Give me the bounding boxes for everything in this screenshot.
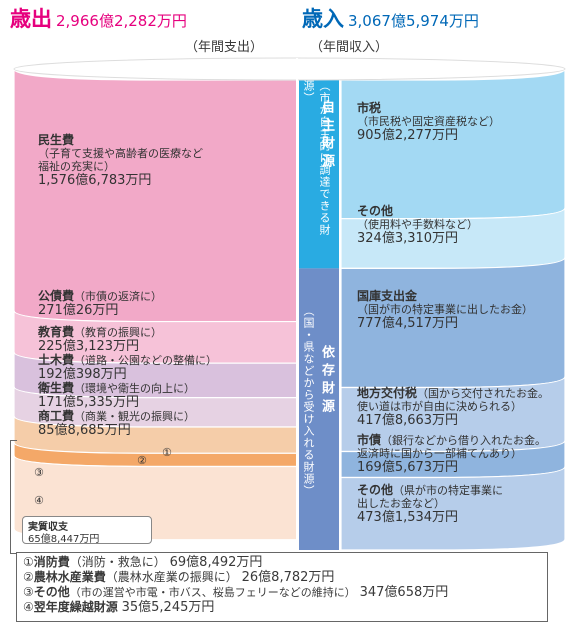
legend-box: ①消防費（消防・救急に） 69億8,492万円 ②農林水産業費（農林水産業の振興… [16, 552, 548, 622]
legend-bracket [10, 440, 17, 554]
exp-desc: （市債の返済に） [74, 290, 163, 303]
rev-name: その他 [357, 204, 394, 218]
marker-3: ③ [34, 466, 44, 479]
dependent-source-desc: （国・県などから受け入れる財源） [302, 305, 315, 497]
revenue-title: 歳入 [302, 7, 344, 31]
legend-item: ②農林水産業費（農林水産業の振興に） 26億8,782万円 [23, 570, 541, 585]
legend-num: ① [23, 555, 34, 569]
revenue-bar-5 [340, 466, 566, 551]
expenditure-total: 2,966億2,282万円 [56, 12, 187, 30]
rev-label-tax: 市税 （市民税や固定資産税など） 905億2,277万円 [357, 101, 500, 144]
rev-amount: 777億4,517万円 [357, 316, 459, 331]
rev-label-other-dep: その他（県が市の特定事業に 出したお金など） 473億1,534万円 [357, 483, 504, 526]
rev-desc: 返済時に国から一部補てんあり） [357, 447, 522, 460]
rev-amount: 324億3,310万円 [357, 231, 459, 246]
legend-amount: 26億8,782万円 [241, 570, 335, 585]
exp-amount: 225億3,123万円 [38, 339, 140, 354]
exp-label-welfare: 民生費 （子育て支援や高齢者の医療など 福祉の充実に） 1,576億6,783万… [38, 133, 203, 189]
rev-desc: （銀行などから借り入れたお金。 [381, 434, 547, 447]
legend-desc: （消防・救急に） [69, 555, 166, 569]
exp-desc: 福祉の充実に） [38, 160, 115, 173]
exp-desc: （子育て支援や高齢者の医療など [38, 147, 203, 160]
exp-amount: 171億5,335万円 [38, 395, 140, 410]
own-source-desc: （市が自主的に調達できる財源） [302, 80, 331, 236]
exp-amount: 271億26万円 [38, 303, 119, 318]
revenue-header: 歳入 3,067億5,974万円 [302, 3, 479, 33]
marker-4: ④ [34, 494, 44, 507]
exp-name: 民生費 [38, 133, 75, 147]
balance-label: 実質収支 [28, 522, 68, 533]
legend-desc: （市の運営や市電・市バス、桜島フェリーなどの維持に） [69, 586, 356, 599]
rev-label-national: 国庫支出金 （国が市の特定事業に出したお金） 777億4,517万円 [357, 289, 533, 332]
legend-item: ④翌年度繰越財源 35億5,245万円 [23, 600, 541, 615]
exp-name: 衛生費 [38, 381, 75, 395]
rev-desc: （県が市の特定事業に [393, 484, 504, 497]
expenditure-header: 歳出 2,966億2,282万円 [10, 3, 187, 33]
marker-1: ① [162, 446, 172, 459]
rev-name: 市債 [357, 433, 382, 447]
revenue-bar-0 [340, 68, 566, 220]
rev-amount: 169億5,673万円 [357, 460, 459, 475]
rev-desc: 使い道は市が自由に決められる） [357, 400, 522, 413]
expenditure-bar-0 [13, 68, 298, 323]
exp-label-education: 教育費（教育の振興に） 225億3,123万円 [38, 325, 163, 355]
legend-num: ④ [23, 600, 34, 614]
legend-item: ①消防費（消防・救急に） 69億8,492万円 [23, 555, 541, 570]
rev-desc: （国が市の特定事業に出したお金） [357, 303, 533, 316]
exp-desc: （道路・公園などの整備に） [74, 354, 218, 367]
exp-name: 商工費 [38, 409, 75, 423]
legend-amount: 69億8,492万円 [169, 555, 263, 570]
expenditure-subtitle: （年間支出） [185, 40, 264, 55]
legend-name: 農林水産業費 [33, 570, 106, 584]
dependent-source-title: 依存財源 [319, 345, 334, 417]
exp-amount: 192億398万円 [38, 367, 127, 382]
legend-num: ② [23, 570, 34, 584]
legend-item: ③その他（市の運営や市電・市バス、桜島フェリーなどの維持に） 347億658万円 [23, 585, 541, 600]
exp-label-sanitation: 衛生費（環境や衛生の向上に） 171億5,335万円 [38, 381, 196, 411]
rev-name: 国庫支出金 [357, 289, 418, 303]
legend-amount: 347億658万円 [359, 585, 449, 600]
own-source-title: 自主財源 [319, 100, 334, 172]
rev-name: 市税 [357, 101, 382, 115]
exp-desc: （環境や衛生の向上に） [74, 382, 196, 395]
legend-name: その他 [33, 585, 70, 599]
rev-label-other-own: その他 （使用料や手数料など） 324億3,310万円 [357, 204, 478, 247]
rev-amount: 905億2,277万円 [357, 128, 459, 143]
rev-desc: （使用料や手数料など） [357, 218, 478, 231]
legend-amount: 35億5,245万円 [121, 600, 215, 615]
rev-name: その他 [357, 483, 394, 497]
exp-label-commerce: 商工費（商業・観光の振興に） 85億8,685万円 [38, 409, 196, 439]
legend-name: 翌年度繰越財源 [33, 600, 118, 614]
revenue-subtitle: （年間収入） [310, 40, 389, 55]
exp-desc: （商業・観光の振興に） [74, 410, 196, 423]
own-source-band [299, 80, 339, 269]
rev-label-bonds: 市債（銀行などから借り入れたお金。 返済時に国から一部補てんあり） 169億5,… [357, 433, 547, 476]
legend-desc: （農林水産業の振興に） [105, 570, 238, 584]
legend-num: ③ [23, 585, 34, 599]
revenue-total: 3,067億5,974万円 [348, 12, 479, 30]
rev-label-allocation: 地方交付税（国から交付されたお金。 使い道は市が自由に決められる） 417億8,… [357, 386, 550, 429]
exp-label-civil: 土木費（道路・公園などの整備に） 192億398万円 [38, 353, 218, 383]
rev-desc: （市民税や固定資産税など） [357, 115, 500, 128]
exp-amount: 85億8,685万円 [38, 423, 131, 438]
rev-desc: （国から交付されたお金。 [417, 387, 550, 400]
legend-name: 消防費 [33, 555, 70, 569]
exp-amount: 1,576億6,783万円 [38, 173, 152, 188]
exp-name: 土木費 [38, 353, 75, 367]
exp-label-debt: 公債費（市債の返済に） 271億26万円 [38, 289, 163, 319]
exp-name: 教育費 [38, 325, 75, 339]
exp-desc: （教育の振興に） [74, 326, 163, 339]
expenditure-title: 歳出 [10, 7, 52, 31]
exp-name: 公債費 [38, 289, 75, 303]
rev-name: 地方交付税 [357, 386, 418, 400]
balance-amount: 65億8,447万円 [28, 534, 100, 545]
balance-box: 実質収支 65億8,447万円 [22, 516, 152, 545]
dependent-source-band [299, 268, 339, 550]
marker-2: ② [137, 454, 147, 467]
rev-amount: 473億1,534万円 [357, 510, 459, 525]
rev-desc: 出したお金など） [357, 497, 445, 510]
rev-amount: 417億8,663万円 [357, 413, 459, 428]
cylinder-top [13, 57, 566, 81]
